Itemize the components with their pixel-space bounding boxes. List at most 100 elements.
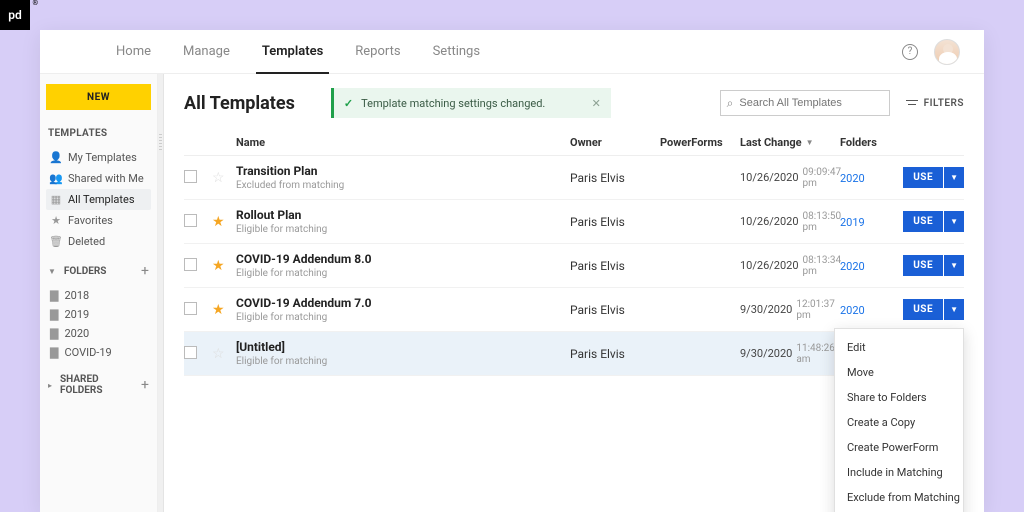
- sidebar-folders-header: FOLDERS: [64, 266, 106, 277]
- top-nav: HomeManageTemplatesReportsSettings ?: [40, 30, 984, 74]
- menu-item-exclude-from-matching[interactable]: Exclude from Matching: [835, 485, 963, 510]
- table-row[interactable]: ★COVID-19 Addendum 7.0Eligible for match…: [184, 288, 964, 332]
- row-folder-link[interactable]: 2019: [840, 216, 865, 229]
- nav-tab-templates[interactable]: Templates: [246, 30, 339, 73]
- star-icon: ★: [50, 214, 62, 227]
- table-row[interactable]: ☆Transition PlanExcluded from matchingPa…: [184, 156, 964, 200]
- row-subtitle: Eligible for matching: [236, 268, 562, 279]
- col-name[interactable]: Name: [236, 136, 570, 149]
- use-button[interactable]: USE: [903, 299, 943, 320]
- search-icon: ⌕: [727, 96, 734, 111]
- row-name: [Untitled]: [236, 340, 562, 354]
- check-icon: ✓: [344, 97, 353, 110]
- search-input-wrapper[interactable]: ⌕: [720, 90, 890, 116]
- table-row[interactable]: ★ COVID-19 Addendum 8.0 Eligible for match…: [184, 244, 964, 288]
- folder-2020[interactable]: ▇2020: [46, 324, 151, 343]
- col-last-change[interactable]: Last Change ▼: [740, 136, 840, 149]
- add-shared-folder-button[interactable]: +: [141, 378, 149, 392]
- star-icon[interactable]: ★: [212, 258, 225, 274]
- star-icon[interactable]: ★: [212, 214, 225, 230]
- row-name: COVID-19 Addendum 8.0: [236, 252, 562, 266]
- row-name: Transition Plan: [236, 164, 562, 178]
- row-owner: Paris Elvis: [570, 303, 660, 317]
- sidebar-item-all-templates[interactable]: ▦All Templates: [46, 189, 151, 210]
- menu-item-move[interactable]: Move: [835, 360, 963, 385]
- col-powerforms[interactable]: PowerForms: [660, 136, 740, 149]
- search-input[interactable]: [739, 97, 882, 109]
- folder-icon: ▇: [50, 308, 58, 321]
- add-folder-button[interactable]: +: [141, 264, 149, 278]
- row-subtitle: Eligible for matching: [236, 356, 562, 367]
- folder-covid-19[interactable]: ▇COVID-19: [46, 343, 151, 362]
- row-checkbox[interactable]: [184, 346, 197, 359]
- nav-tab-settings[interactable]: Settings: [417, 30, 496, 73]
- row-checkbox[interactable]: [184, 258, 197, 271]
- row-checkbox[interactable]: [184, 302, 197, 315]
- sidebar-item-favorites[interactable]: ★Favorites: [46, 210, 151, 231]
- chevron-right-icon: ▸: [48, 381, 52, 390]
- row-subtitle: Eligible for matching: [236, 312, 562, 323]
- filters-button[interactable]: FILTERS: [906, 98, 964, 109]
- use-button[interactable]: USE: [903, 255, 943, 276]
- menu-item-include-in-matching[interactable]: Include in Matching: [835, 460, 963, 485]
- use-dropdown-button[interactable]: ▼: [944, 299, 964, 320]
- new-button[interactable]: NEW: [46, 84, 151, 110]
- nav-tab-manage[interactable]: Manage: [167, 30, 246, 73]
- row-date: 9/30/2020: [740, 347, 792, 360]
- table-row[interactable]: ★Rollout PlanEligible for matchingParis …: [184, 200, 964, 244]
- row-action-menu: EditMoveShare to FoldersCreate a CopyCre…: [834, 328, 964, 512]
- row-date: 10/26/2020: [740, 259, 799, 272]
- filter-icon: [906, 98, 918, 108]
- main-panel: All Templates ✓ Template matching settin…: [164, 74, 984, 512]
- row-time: 08:13:50 pm: [803, 211, 842, 233]
- row-checkbox[interactable]: [184, 214, 197, 227]
- use-button[interactable]: USE: [903, 211, 943, 232]
- use-button[interactable]: USE: [903, 167, 943, 188]
- menu-item-edit[interactable]: Edit: [835, 335, 963, 360]
- row-folder-link[interactable]: 2020: [840, 172, 865, 185]
- star-icon[interactable]: ★: [212, 302, 225, 318]
- use-dropdown-button[interactable]: ▼: [944, 255, 964, 276]
- row-folder-link[interactable]: 2020: [840, 260, 865, 273]
- star-icon[interactable]: ☆: [212, 346, 225, 362]
- close-icon[interactable]: ✕: [592, 97, 601, 110]
- row-date: 9/30/2020: [740, 303, 792, 316]
- menu-item-create-powerform[interactable]: Create PowerForm: [835, 435, 963, 460]
- folder-2019[interactable]: ▇2019: [46, 305, 151, 324]
- menu-item-share-to-folders[interactable]: Share to Folders: [835, 385, 963, 410]
- folder-icon: ▇: [50, 346, 58, 359]
- col-owner[interactable]: Owner: [570, 136, 660, 149]
- row-folder-link[interactable]: 2020: [840, 304, 865, 317]
- row-time: 12:01:37 pm: [796, 299, 840, 321]
- sidebar-templates-header: TEMPLATES: [46, 122, 151, 143]
- grid-icon: ▦: [50, 193, 62, 206]
- row-checkbox[interactable]: [184, 170, 197, 183]
- sidebar-item-my-templates[interactable]: 👤My Templates: [46, 147, 151, 168]
- folder-2018[interactable]: ▇2018: [46, 286, 151, 305]
- star-icon[interactable]: ☆: [212, 170, 225, 186]
- help-icon[interactable]: ?: [902, 44, 918, 60]
- toast-message: Template matching settings changed.: [361, 97, 584, 110]
- row-owner: Paris Elvis: [570, 259, 660, 273]
- nav-tab-home[interactable]: Home: [100, 30, 167, 73]
- folder-icon: ▇: [50, 289, 58, 302]
- app-window: HomeManageTemplatesReportsSettings ? NEW…: [40, 30, 984, 512]
- use-dropdown-button[interactable]: ▼: [944, 167, 964, 188]
- folder-icon: ▇: [50, 327, 58, 340]
- filters-label: FILTERS: [924, 98, 964, 109]
- use-dropdown-button[interactable]: ▼: [944, 211, 964, 232]
- row-time: 08:13:34 pm: [803, 255, 842, 277]
- sort-desc-icon: ▼: [806, 138, 814, 147]
- menu-item-create-a-copy[interactable]: Create a Copy: [835, 410, 963, 435]
- sidebar-item-deleted[interactable]: 🗑Deleted: [46, 231, 151, 252]
- avatar[interactable]: [934, 39, 960, 65]
- row-name: Rollout Plan: [236, 208, 562, 222]
- nav-tab-reports[interactable]: Reports: [339, 30, 416, 73]
- sidebar-item-shared-with-me[interactable]: 👥Shared with Me: [46, 168, 151, 189]
- user-icon: 👤: [50, 151, 62, 164]
- toast: ✓ Template matching settings changed. ✕: [331, 88, 611, 118]
- row-owner: Paris Elvis: [570, 171, 660, 185]
- row-date: 10/26/2020: [740, 215, 799, 228]
- trash-icon: 🗑: [50, 235, 62, 248]
- col-folders[interactable]: Folders: [840, 136, 904, 149]
